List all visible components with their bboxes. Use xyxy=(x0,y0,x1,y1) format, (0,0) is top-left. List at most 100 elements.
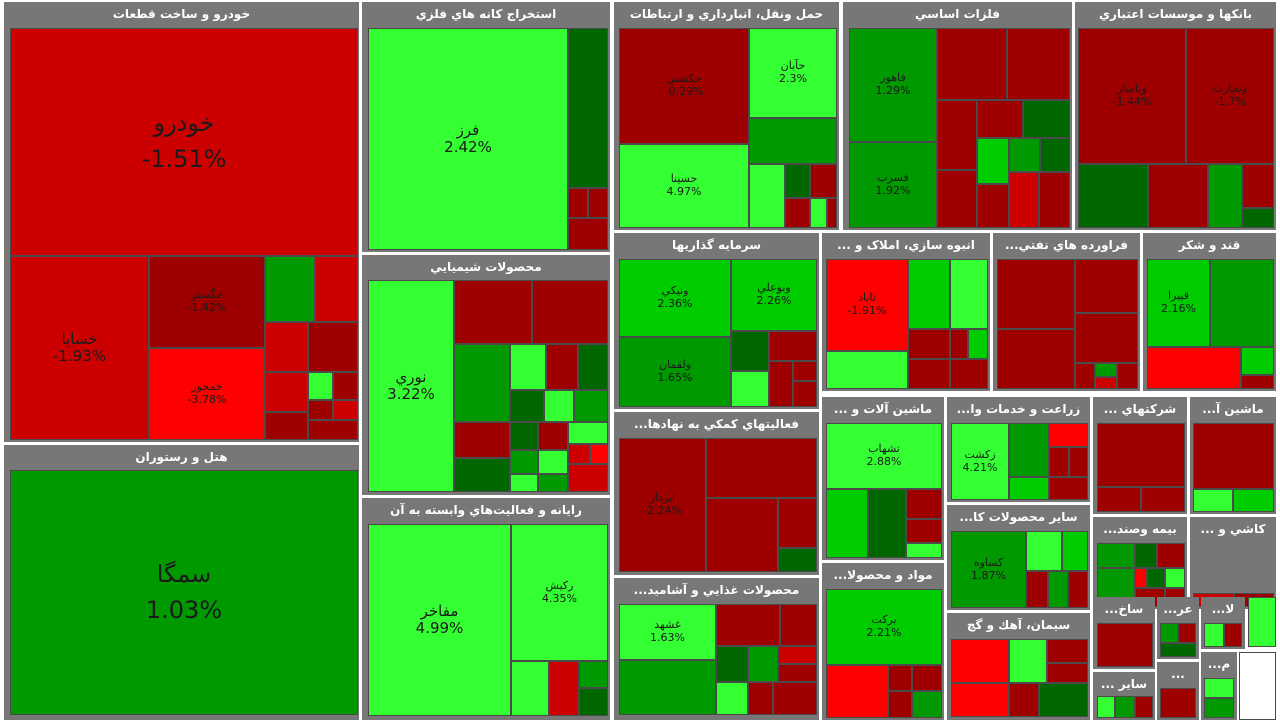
stock-tile[interactable]: ولقمان 1.65% xyxy=(619,337,731,407)
stock-tile[interactable] xyxy=(1097,487,1141,512)
stock-tile[interactable] xyxy=(1062,531,1088,571)
stock-tile[interactable] xyxy=(1135,568,1147,588)
stock-tile[interactable] xyxy=(810,198,827,228)
stock-tile[interactable] xyxy=(1178,623,1196,643)
stock-tile[interactable]: فاهور 1.29% xyxy=(849,28,937,142)
stock-tile[interactable] xyxy=(511,661,549,716)
stock-tile[interactable]: نوري 3.22% xyxy=(368,280,454,492)
stock-tile[interactable]: ونيکي 2.36% xyxy=(619,259,731,337)
stock-tile[interactable] xyxy=(778,646,817,664)
stock-tile[interactable] xyxy=(1009,423,1049,477)
stock-tile[interactable] xyxy=(748,646,778,682)
stock-tile[interactable] xyxy=(780,604,817,646)
stock-tile[interactable] xyxy=(265,256,315,322)
stock-tile[interactable]: تشهاب 2.88% xyxy=(826,423,942,489)
stock-tile[interactable] xyxy=(1193,489,1233,512)
stock-tile[interactable] xyxy=(793,361,817,381)
stock-tile[interactable] xyxy=(785,164,810,198)
stock-tile[interactable] xyxy=(706,498,778,572)
stock-tile[interactable] xyxy=(333,400,358,420)
stock-tile[interactable] xyxy=(308,420,358,440)
stock-tile[interactable] xyxy=(908,259,950,329)
stock-tile[interactable]: خودرو -1.51% xyxy=(10,28,358,256)
stock-tile[interactable]: زکشت 4.21% xyxy=(951,423,1009,500)
stock-tile[interactable] xyxy=(977,100,1023,138)
stock-tile[interactable] xyxy=(574,390,608,422)
stock-tile[interactable]: برکت 2.21% xyxy=(826,589,942,665)
stock-tile[interactable]: حسينا 4.97% xyxy=(619,144,749,228)
stock-tile[interactable] xyxy=(1248,597,1276,647)
stock-tile[interactable] xyxy=(1075,313,1138,363)
stock-tile[interactable] xyxy=(1097,696,1115,718)
stock-tile[interactable] xyxy=(308,372,333,400)
sector-chem[interactable]: محصولات شيميايي نوري 3.22% xyxy=(362,255,610,495)
stock-tile[interactable]: وبوعلي 2.26% xyxy=(731,259,817,331)
stock-tile[interactable] xyxy=(912,665,942,691)
stock-tile[interactable] xyxy=(1009,683,1039,717)
stock-tile[interactable] xyxy=(1147,568,1165,588)
stock-tile[interactable] xyxy=(906,489,942,519)
stock-tile[interactable] xyxy=(950,259,988,329)
stock-tile[interactable] xyxy=(1047,639,1088,663)
stock-tile[interactable] xyxy=(308,322,358,372)
stock-tile[interactable] xyxy=(1147,347,1241,389)
stock-tile[interactable] xyxy=(997,259,1075,329)
stock-tile[interactable] xyxy=(1009,639,1047,683)
stock-tile[interactable] xyxy=(510,474,538,492)
stock-tile[interactable] xyxy=(1009,172,1039,228)
stock-tile[interactable] xyxy=(1224,623,1242,647)
stock-tile[interactable] xyxy=(888,665,912,691)
stock-tile[interactable]: غشهد 1.63% xyxy=(619,604,716,660)
stock-tile[interactable] xyxy=(454,280,532,344)
stock-tile[interactable] xyxy=(827,198,837,228)
sector-agri[interactable]: زراعت و خدمات وا... زکشت 4.21% xyxy=(947,397,1090,502)
stock-tile[interactable] xyxy=(510,450,538,474)
stock-tile[interactable] xyxy=(1233,489,1274,512)
stock-tile[interactable] xyxy=(544,390,574,422)
stock-tile[interactable] xyxy=(826,665,888,718)
stock-tile[interactable] xyxy=(793,381,817,407)
stock-tile[interactable] xyxy=(908,329,950,359)
stock-tile[interactable] xyxy=(315,256,358,322)
stock-tile[interactable] xyxy=(454,422,510,458)
stock-tile[interactable] xyxy=(588,188,608,218)
stock-tile[interactable] xyxy=(1148,164,1208,228)
sector-support[interactable]: فعاليتهاي کمکي به نهادها... اپرداز -2.24% xyxy=(614,412,819,575)
stock-tile[interactable] xyxy=(1023,100,1070,138)
stock-tile[interactable] xyxy=(1160,643,1196,657)
sector-insurance[interactable]: بيمه وصند... xyxy=(1093,517,1187,609)
stock-tile[interactable]: خساپا -1.93% xyxy=(10,256,149,440)
sector-tiles[interactable]: کاشي و ... xyxy=(1190,517,1276,609)
sector-construction[interactable]: ساخ... xyxy=(1093,597,1155,669)
stock-tile[interactable] xyxy=(1026,531,1062,571)
stock-tile[interactable]: فسرب 1.92% xyxy=(849,142,937,228)
stock-tile[interactable] xyxy=(308,400,333,420)
stock-tile[interactable]: کساوه 1.87% xyxy=(951,531,1026,608)
stock-tile[interactable] xyxy=(1141,487,1185,512)
stock-tile[interactable] xyxy=(538,474,568,492)
stock-tile[interactable] xyxy=(546,344,578,390)
stock-tile[interactable] xyxy=(1241,347,1274,375)
sector-retail[interactable]: عر... xyxy=(1157,597,1199,659)
sector-cement[interactable]: سيمان، آهك و گچ xyxy=(947,613,1090,720)
stock-tile[interactable] xyxy=(1160,688,1196,718)
stock-tile[interactable] xyxy=(1157,543,1185,568)
sector-other_products[interactable]: ساير محصولات کا... کساوه 1.87% xyxy=(947,505,1090,610)
stock-tile[interactable] xyxy=(579,661,608,688)
sector-small_a[interactable]: ... xyxy=(1157,662,1199,720)
stock-tile[interactable]: فرز 2.42% xyxy=(368,28,568,250)
stock-tile[interactable] xyxy=(538,450,568,474)
stock-tile[interactable] xyxy=(568,218,608,250)
stock-tile[interactable] xyxy=(1007,28,1070,100)
sector-transport[interactable]: حمل ونقل، انبارداري و ارتباطات حکشتي -0.29… xyxy=(614,2,839,230)
stock-tile[interactable] xyxy=(568,422,608,444)
stock-tile[interactable] xyxy=(908,359,950,389)
stock-tile[interactable] xyxy=(1135,543,1157,568)
stock-tile[interactable]: خگستر -1.42% xyxy=(149,256,265,348)
sector-metal_ore[interactable]: استخراج کانه هاي فلزي فرز 2.42% xyxy=(362,2,610,252)
stock-tile[interactable] xyxy=(977,184,1009,228)
sector-machinery[interactable]: ماشين آلات و ... تشهاب 2.88% xyxy=(822,397,944,560)
stock-tile[interactable] xyxy=(826,489,868,558)
stock-tile[interactable] xyxy=(778,498,817,548)
stock-tile[interactable] xyxy=(950,359,988,389)
